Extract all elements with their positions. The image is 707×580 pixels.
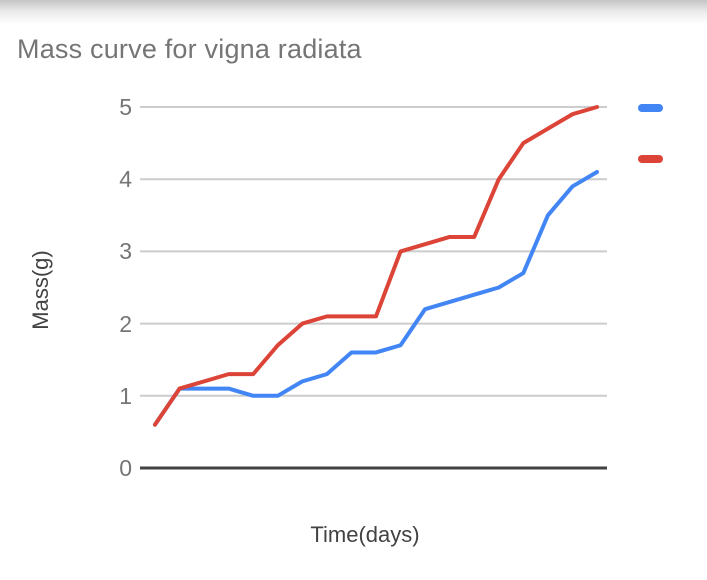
series-line-red xyxy=(153,105,599,427)
top-shadow xyxy=(0,0,707,24)
y-tick-label-1: 1 xyxy=(119,382,132,409)
y-tick-label-0: 0 xyxy=(119,455,132,481)
legend-swatch-blue xyxy=(638,104,663,112)
y-tick-label-4: 4 xyxy=(119,166,132,193)
series-line-blue xyxy=(153,169,599,427)
y-tick-label-2: 2 xyxy=(119,310,132,337)
y-tick-label-3: 3 xyxy=(119,238,132,265)
y-tick-label-5: 5 xyxy=(119,94,132,120)
x-axis-title: Time(days) xyxy=(310,522,420,547)
chart-title: Mass curve for vigna radiata xyxy=(17,34,362,64)
legend-swatch-red xyxy=(638,155,663,163)
